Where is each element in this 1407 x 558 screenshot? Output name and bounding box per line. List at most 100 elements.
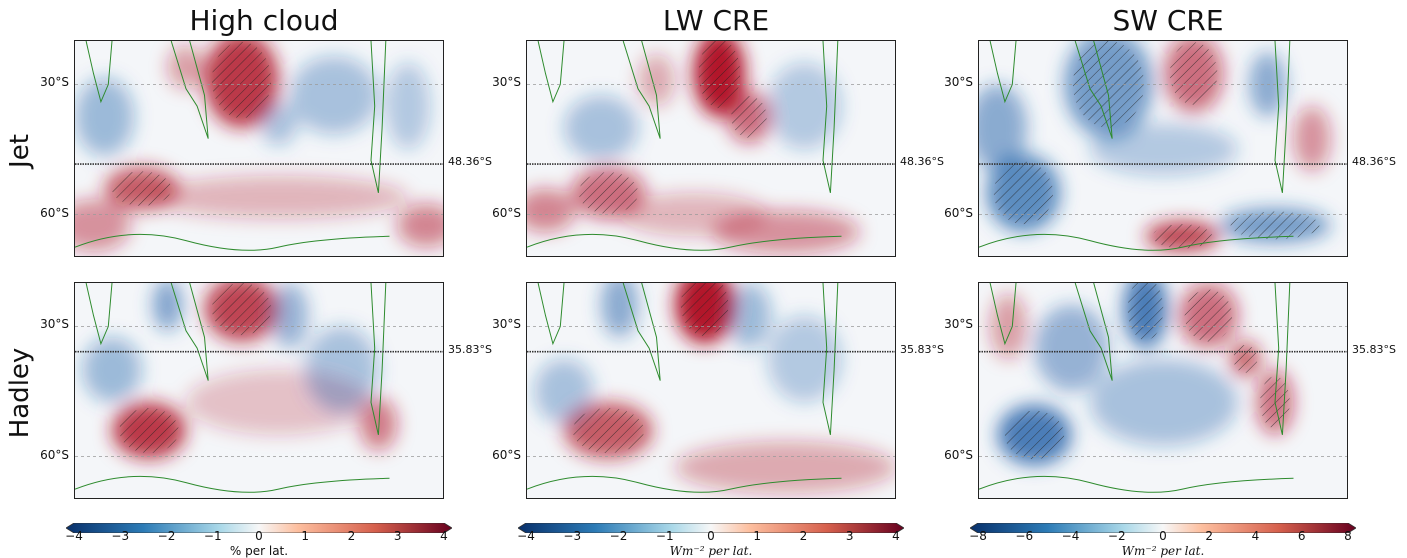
- coastline: [822, 283, 839, 436]
- anomaly-blob: [767, 62, 842, 150]
- heatmap-panel-high-cloud-hadley: [74, 282, 444, 499]
- colorbar-tick-label: 4: [1251, 529, 1260, 543]
- colorbar-tick-label: 4: [892, 529, 900, 543]
- anomaly-blob: [638, 54, 675, 107]
- anomaly-blob: [601, 283, 638, 338]
- coastline: [622, 41, 661, 139]
- column-title-lw-cre: LW CRE: [662, 4, 770, 37]
- anomaly-blob: [564, 95, 638, 161]
- significance-hatch: [993, 161, 1053, 225]
- anomaly-blob: [304, 326, 379, 414]
- anomaly-blob: [1090, 358, 1238, 446]
- ytick-label: 60°S: [492, 205, 521, 220]
- significance-hatch: [1072, 41, 1145, 128]
- coastline: [75, 233, 390, 251]
- anomaly-blob: [675, 441, 895, 494]
- colorbar-tick-label: −4: [65, 529, 83, 543]
- heatmap-svg: [527, 41, 895, 256]
- significance-hatch: [211, 283, 272, 336]
- coastline: [1274, 41, 1291, 194]
- significance-hatch: [698, 41, 741, 109]
- significance-hatch: [1127, 283, 1164, 341]
- coastline: [370, 283, 387, 436]
- colorbar-tick-label: 2: [347, 529, 356, 543]
- anomaly-blob: [82, 337, 142, 403]
- anomaly-blob: [1034, 304, 1109, 392]
- divider-latitude-label: 48.36°S: [1352, 155, 1396, 169]
- heatmap-panel-lw-cre-jet: [526, 40, 896, 257]
- anomaly-blob: [1293, 106, 1331, 172]
- heatmap-panel-sw-cre-hadley: [978, 282, 1348, 499]
- anomaly-blob: [990, 293, 1028, 359]
- ytick-label: 30°S: [40, 317, 69, 332]
- colorbar-tick-label: −8: [969, 529, 987, 543]
- anomaly-blob: [527, 188, 576, 232]
- column-title-sw-cre: SW CRE: [1112, 4, 1224, 37]
- coastline: [527, 475, 842, 493]
- divider-latitude-label: 35.83°S: [448, 342, 492, 356]
- colorbar-tick-label: 8: [1344, 529, 1352, 543]
- heatmap-svg: [75, 41, 443, 256]
- colorbar-tick-label: −2: [1107, 529, 1126, 543]
- significance-hatch: [578, 172, 638, 214]
- colorbar-tick-label: −1: [655, 529, 674, 543]
- ytick-label: 60°S: [40, 447, 69, 462]
- column-title-high-cloud: High cloud: [189, 4, 339, 37]
- colorbar-tick-label: 2: [799, 529, 808, 543]
- significance-hatch: [572, 407, 644, 454]
- significance-hatch: [731, 96, 767, 138]
- colorbar-label: Wm⁻² per lat.: [1121, 544, 1205, 558]
- coastline: [85, 41, 113, 104]
- colorbar-tick-label: 0: [255, 529, 263, 543]
- ytick-label: 60°S: [944, 447, 973, 462]
- colorbar-tick-label: 3: [393, 529, 402, 543]
- anomaly-blob: [359, 398, 397, 451]
- heatmap-svg: [979, 41, 1347, 256]
- significance-hatch: [1169, 42, 1218, 105]
- anomaly-blob: [979, 84, 1028, 172]
- colorbar-label: % per lat.: [229, 544, 289, 558]
- coastline: [170, 283, 209, 381]
- significance-hatch: [112, 171, 172, 206]
- anomaly-blob: [385, 62, 431, 150]
- coastline: [1074, 283, 1113, 381]
- coastline: [622, 283, 661, 381]
- anomaly-blob: [534, 358, 594, 425]
- colorbar-label: Wm⁻² per lat.: [669, 544, 753, 558]
- anomaly-blob: [767, 315, 842, 403]
- significance-hatch: [1184, 289, 1233, 342]
- divider-latitude-label: 35.83°S: [1352, 342, 1396, 356]
- anomaly-blob: [619, 192, 768, 237]
- coastline: [989, 41, 1017, 104]
- significance-hatch: [119, 407, 179, 454]
- ytick-label: 30°S: [40, 75, 69, 90]
- ytick-label: 30°S: [492, 75, 521, 90]
- significance-hatch: [1233, 345, 1258, 373]
- divider-latitude-label: 48.36°S: [448, 155, 492, 169]
- colorbar-tick-label: 3: [845, 529, 854, 543]
- coastline: [979, 475, 1294, 493]
- coastline: [1074, 41, 1113, 139]
- colorbar-tick-label: 2: [1205, 529, 1214, 543]
- anomaly-blob: [75, 199, 131, 252]
- ytick-label: 30°S: [944, 75, 973, 90]
- ytick-label: 30°S: [492, 317, 521, 332]
- colorbar-tick-label: 0: [1159, 529, 1167, 543]
- significance-hatch: [211, 41, 272, 119]
- ytick-label: 60°S: [944, 205, 973, 220]
- heatmap-svg: [979, 283, 1347, 498]
- anomaly-blob: [289, 56, 379, 135]
- colorbar-tick-label: 1: [301, 529, 310, 543]
- coastline: [1274, 283, 1291, 436]
- coastline: [989, 283, 1017, 346]
- anomaly-blob: [149, 175, 408, 219]
- anomaly-blob: [726, 283, 772, 349]
- heatmap-svg: [75, 283, 443, 498]
- significance-hatch: [680, 283, 729, 336]
- colorbar-tick-label: 1: [753, 529, 762, 543]
- coastline: [979, 233, 1294, 251]
- colorbar-tick-label: 0: [707, 529, 715, 543]
- colorbar-tick-label: −3: [111, 529, 130, 543]
- anomaly-blob: [1090, 123, 1238, 176]
- coastline: [85, 283, 113, 346]
